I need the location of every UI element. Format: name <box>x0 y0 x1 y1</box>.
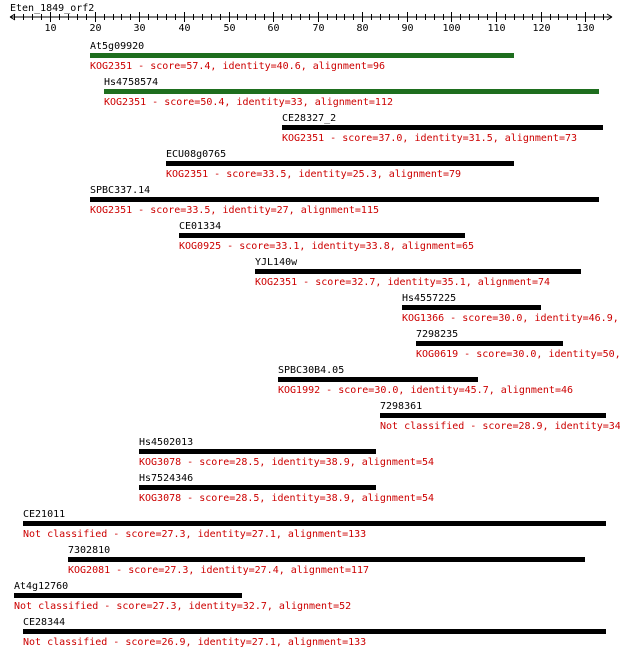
hit-description: KOG2351 - score=33.5, identity=27, align… <box>90 205 379 216</box>
hit-bar[interactable] <box>166 161 514 166</box>
position-axis: 10 20 30 40 50 60 70 80 90 100 110 120 130 <box>9 12 613 34</box>
axis-tick-label: 60 <box>267 23 279 34</box>
hit-row[interactable]: 7302810 KOG2081 - score=27.3, identity=27… <box>68 545 585 576</box>
hit-name[interactable]: 7298361 <box>380 401 422 412</box>
hit-description: KOG0925 - score=33.1, identity=33.8, ali… <box>179 241 474 252</box>
axis-tick-label: 10 <box>44 23 56 34</box>
hit-row[interactable]: Hs4502013 KOG3078 - score=28.5, identity=… <box>139 437 434 468</box>
hit-bar[interactable] <box>23 521 606 526</box>
hit-row[interactable]: CE01334 KOG0925 - score=33.1, identity=33… <box>179 221 474 252</box>
hit-description: KOG2351 - score=32.7, identity=35.1, ali… <box>255 277 550 288</box>
hit-row[interactable]: CE28327_2 KOG2351 - score=37.0, identity=… <box>282 113 603 144</box>
hit-name[interactable]: SPBC30B4.05 <box>278 365 344 376</box>
axis-tick-label: 70 <box>312 23 324 34</box>
hit-list: At5g09920 KOG2351 - score=57.4, identity=… <box>14 41 620 648</box>
hit-row[interactable]: Hs4758574 KOG2351 - score=50.4, identity=… <box>104 77 599 108</box>
hit-bar[interactable] <box>139 485 376 490</box>
hit-bar[interactable] <box>416 341 563 346</box>
hit-name[interactable]: CE21011 <box>23 509 65 520</box>
hit-description: KOG0619 - score=30.0, identity=50, align… <box>416 349 620 360</box>
hit-name[interactable]: YJL140w <box>255 257 298 268</box>
hit-description: KOG2351 - score=57.4, identity=40.6, ali… <box>90 61 385 72</box>
hit-row[interactable]: Hs4557225 KOG1366 - score=30.0, identity=… <box>402 293 620 324</box>
hit-row[interactable]: CE21011 Not classified - score=27.3, iden… <box>23 509 606 540</box>
hit-name[interactable]: At5g09920 <box>90 41 144 52</box>
hit-name[interactable]: CE01334 <box>179 221 221 232</box>
axis-tick-label: 20 <box>89 23 101 34</box>
hit-description: KOG2351 - score=37.0, identity=31.5, ali… <box>282 133 577 144</box>
hit-description: KOG2351 - score=33.5, identity=25.3, ali… <box>166 169 461 180</box>
hit-description: Not classified - score=26.9, identity=27… <box>23 637 366 648</box>
hit-row[interactable]: Hs7524346 KOG3078 - score=28.5, identity=… <box>139 473 434 504</box>
hit-bar[interactable] <box>282 125 603 130</box>
hit-row[interactable]: YJL140w KOG2351 - score=32.7, identity=35… <box>255 257 581 288</box>
hit-name[interactable]: CE28327_2 <box>282 113 336 124</box>
hit-name[interactable]: ECU08g0765 <box>166 149 226 160</box>
hit-description: Not classified - score=27.3, identity=32… <box>14 601 351 612</box>
hit-name[interactable]: 7302810 <box>68 545 110 556</box>
hit-bar[interactable] <box>104 89 599 94</box>
axis-tick-label: 100 <box>442 23 460 34</box>
hit-description: KOG1366 - score=30.0, identity=46.9, ali… <box>402 313 620 324</box>
hit-bar[interactable] <box>255 269 581 274</box>
hit-bar[interactable] <box>14 593 242 598</box>
hit-bar[interactable] <box>23 629 606 634</box>
axis-tick-label: 50 <box>223 23 235 34</box>
axis-tick-label: 90 <box>401 23 413 34</box>
hit-bar[interactable] <box>402 305 541 310</box>
query-title: Eten_1849_orf2 <box>10 3 94 14</box>
hit-row[interactable]: ECU08g0765 KOG2351 - score=33.5, identity… <box>166 149 514 180</box>
hit-description: KOG1992 - score=30.0, identity=45.7, ali… <box>278 385 573 396</box>
hit-bar[interactable] <box>179 233 465 238</box>
axis-tick-label: 110 <box>487 23 505 34</box>
axis-tick-label: 40 <box>178 23 190 34</box>
hit-name[interactable]: At4g12760 <box>14 581 68 592</box>
hit-description: Not classified - score=27.3, identity=27… <box>23 529 366 540</box>
hit-bar[interactable] <box>90 197 599 202</box>
hit-bar[interactable] <box>380 413 606 418</box>
hit-row[interactable]: At4g12760 Not classified - score=27.3, id… <box>14 581 351 612</box>
hit-row[interactable]: At5g09920 KOG2351 - score=57.4, identity=… <box>90 41 514 72</box>
hit-description: Not classified - score=28.9, identity=34… <box>380 421 620 432</box>
hit-row[interactable]: SPBC30B4.05 KOG1992 - score=30.0, identit… <box>278 365 573 396</box>
hit-name[interactable]: Hs4557225 <box>402 293 456 304</box>
hit-name[interactable]: Hs7524346 <box>139 473 193 484</box>
hit-description: KOG2081 - score=27.3, identity=27.4, ali… <box>68 565 369 576</box>
hit-description: KOG3078 - score=28.5, identity=38.9, ali… <box>139 457 434 468</box>
hit-bar[interactable] <box>278 377 478 382</box>
axis-tick-label: 120 <box>532 23 550 34</box>
hit-bar[interactable] <box>139 449 376 454</box>
axis-tick-label: 30 <box>133 23 145 34</box>
hit-name[interactable]: 7298235 <box>416 329 458 340</box>
hit-name[interactable]: CE28344 <box>23 617 65 628</box>
hit-name[interactable]: Hs4502013 <box>139 437 193 448</box>
hit-description: KOG3078 - score=28.5, identity=38.9, ali… <box>139 493 434 504</box>
axis-tick-label: 80 <box>356 23 368 34</box>
hit-row[interactable]: 7298361 Not classified - score=28.9, iden… <box>380 401 620 432</box>
hit-row[interactable]: SPBC337.14 KOG2351 - score=33.5, identity… <box>90 185 599 216</box>
hit-description: KOG2351 - score=50.4, identity=33, align… <box>104 97 393 108</box>
hit-name[interactable]: SPBC337.14 <box>90 185 150 196</box>
hit-bar[interactable] <box>68 557 585 562</box>
axis-arrow-right <box>606 13 613 21</box>
axis-tick-label: 130 <box>576 23 594 34</box>
hit-row[interactable]: CE28344 Not classified - score=26.9, iden… <box>23 617 606 648</box>
hit-name[interactable]: Hs4758574 <box>104 77 158 88</box>
hit-bar[interactable] <box>90 53 514 58</box>
hit-row[interactable]: 7298235 KOG0619 - score=30.0, identity=50… <box>416 329 620 360</box>
